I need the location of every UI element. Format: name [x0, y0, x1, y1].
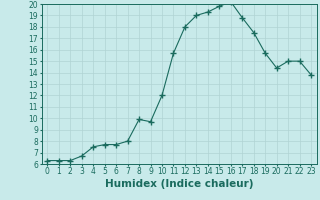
X-axis label: Humidex (Indice chaleur): Humidex (Indice chaleur): [105, 179, 253, 189]
